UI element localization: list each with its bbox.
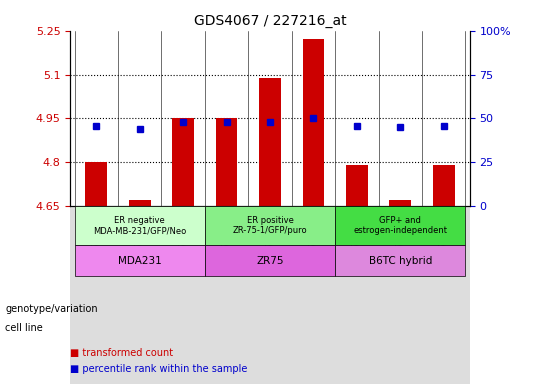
FancyBboxPatch shape	[75, 206, 205, 245]
Bar	[70, 206, 470, 384]
Bar	[85, 162, 107, 206]
Bar	[433, 165, 455, 206]
Text: GFP+ and
estrogen-independent: GFP+ and estrogen-independent	[353, 216, 447, 235]
Title: GDS4067 / 227216_at: GDS4067 / 227216_at	[194, 14, 346, 28]
Bar	[346, 165, 368, 206]
Text: ■ percentile rank within the sample: ■ percentile rank within the sample	[70, 364, 247, 374]
FancyBboxPatch shape	[75, 245, 205, 276]
Text: B6TC hybrid: B6TC hybrid	[369, 256, 432, 266]
FancyBboxPatch shape	[335, 206, 465, 245]
Text: cell line: cell line	[5, 323, 43, 333]
FancyBboxPatch shape	[205, 206, 335, 245]
Text: ER positive
ZR-75-1/GFP/puro: ER positive ZR-75-1/GFP/puro	[233, 216, 307, 235]
Text: ZR75: ZR75	[256, 256, 284, 266]
FancyBboxPatch shape	[335, 245, 465, 276]
Bar	[129, 200, 151, 206]
Text: ■ transformed count: ■ transformed count	[70, 348, 173, 358]
FancyBboxPatch shape	[205, 245, 335, 276]
Text: ER negative
MDA-MB-231/GFP/Neo: ER negative MDA-MB-231/GFP/Neo	[93, 216, 186, 235]
Bar	[389, 200, 411, 206]
Bar	[172, 119, 194, 206]
Bar	[215, 119, 238, 206]
Text: genotype/variation: genotype/variation	[5, 304, 98, 314]
Bar	[302, 40, 325, 206]
Text: MDA231: MDA231	[118, 256, 161, 266]
Bar	[259, 78, 281, 206]
